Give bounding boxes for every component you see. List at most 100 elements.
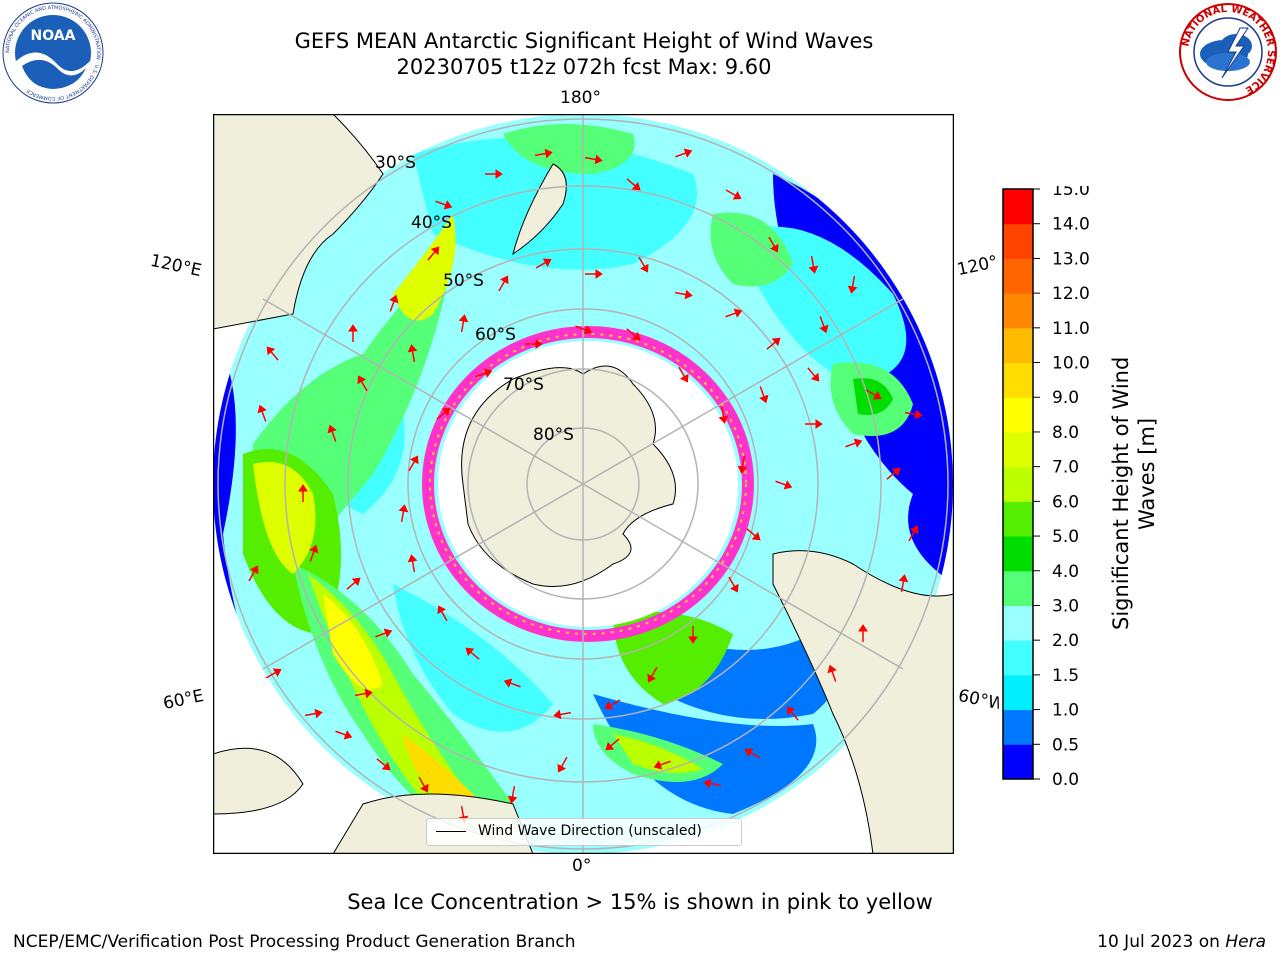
wave-direction-arrow-icon <box>503 678 521 688</box>
wave-direction-arrow-icon <box>346 577 361 590</box>
wave-direction-arrow-icon <box>485 169 503 179</box>
land-south-america <box>772 550 954 854</box>
wave-direction-arrow-icon <box>327 424 337 442</box>
wave-direction-arrow-icon <box>647 666 658 683</box>
wave-direction-arrow-icon <box>535 258 552 269</box>
wave-direction-arrow-icon <box>408 455 419 472</box>
colorbar-tick-label: 1.0 <box>1052 701 1079 721</box>
wave-direction-arrow-icon <box>575 325 593 335</box>
colorbar-tick-label: 13.0 <box>1052 249 1090 269</box>
graticule <box>217 114 949 854</box>
noaa-logo-text: NOAA <box>31 28 76 44</box>
wave-direction-arrow-icon <box>525 339 543 349</box>
wave-direction-arrow-icon <box>376 758 391 771</box>
wave-direction-arrow-icon <box>675 148 693 158</box>
land-new-zealand <box>512 163 567 256</box>
wave-direction-arrow-icon <box>348 324 358 342</box>
wave-height-field <box>213 124 953 854</box>
wave-direction-arrow-icon <box>626 178 641 191</box>
wave-direction-arrow-icon <box>845 438 863 448</box>
colorbar-swatch <box>1003 431 1033 468</box>
wave-direction-arrow-icon <box>475 368 493 378</box>
wave-direction-arrow-icon <box>703 778 722 789</box>
colorbar-ticks: 0.0 0.5 1.0 1.5 2.0 3.0 4.0 5.0 6.0 7.0 8.0 9.0 10.0… <box>1033 186 1090 786</box>
wave-direction-arrow-icon <box>744 748 761 759</box>
wave-direction-arrow-icon <box>626 328 641 341</box>
colorbar-swatch <box>1003 327 1033 364</box>
wave-direction-arrow-icon <box>865 389 882 400</box>
legend-label: Wind Wave Direction (unscaled) <box>478 823 702 839</box>
wave-direction-arrow-icon <box>435 200 453 210</box>
polar-map: 30°S 40°S 50°S 60°S 70°S 80°S <box>213 114 954 854</box>
wave-direction-arrow-icon <box>407 344 418 363</box>
wave-direction-arrow-icon <box>725 308 743 318</box>
colorbar-swatch <box>1003 258 1033 294</box>
lat-label-80s: 80°S <box>533 425 574 445</box>
footer-date: 10 Jul 2023 on Hera <box>1097 932 1266 952</box>
lon-label-180: 180° <box>560 88 601 108</box>
wave-direction-arrow-icon <box>604 699 621 710</box>
colorbar-tick-label: 11.0 <box>1052 319 1090 339</box>
colorbar-swatch <box>1003 709 1033 745</box>
lon-label-120e: 120°E <box>148 250 204 282</box>
legend-line-icon <box>436 831 466 832</box>
wave-direction-arrow-icon <box>674 289 693 300</box>
wave-direction-arrow-icon <box>827 664 837 682</box>
colorbar-swatch <box>1003 397 1033 433</box>
colorbar-tick-label: 15.0 <box>1052 186 1090 200</box>
nws-logo-icon: NATIONAL WEATHER SERVICE <box>1179 3 1277 101</box>
wave-direction-arrow-icon <box>775 480 793 490</box>
sea-ice-caption: Sea Ice Concentration > 15% is shown in … <box>347 890 933 914</box>
colorbar-tick-label: 5.0 <box>1052 527 1079 547</box>
wind-wave-arrows <box>248 148 923 824</box>
colorbar-tick-label: 4.0 <box>1052 562 1079 582</box>
colorbar-tick-label: 12.0 <box>1052 284 1090 304</box>
lon-label-0: 0° <box>572 856 592 876</box>
wave-direction-arrow-icon <box>357 375 368 392</box>
wave-direction-arrow-icon <box>407 554 418 573</box>
wave-direction-arrow-icon <box>678 366 689 383</box>
wave-direction-arrow-icon <box>398 504 409 523</box>
wave-direction-arrow-icon <box>498 275 509 292</box>
colorbar-swatch <box>1003 605 1033 641</box>
wave-direction-arrow-icon <box>389 294 399 312</box>
colorbar-tick-label: 8.0 <box>1052 423 1079 443</box>
wave-direction-arrow-icon <box>534 148 553 159</box>
map-legend: Wind Wave Direction (unscaled) <box>426 818 742 846</box>
lon-label-120w: 120° <box>955 252 1000 281</box>
wave-direction-arrow-icon <box>688 626 698 644</box>
wave-direction-arrow-icon <box>436 407 451 420</box>
colorbar-swatch <box>1003 744 1033 780</box>
colorbar-swatch <box>1003 362 1033 398</box>
colorbar-tick-label: 9.0 <box>1052 388 1079 408</box>
wave-direction-arrow-icon <box>725 189 742 200</box>
wave-direction-arrow-icon <box>437 605 448 622</box>
colorbar-tick-label: 10.0 <box>1052 354 1090 374</box>
wave-direction-arrow-icon <box>653 760 671 770</box>
lat-label-50s: 50°S <box>443 271 484 291</box>
wave-direction-arrow-icon <box>257 404 267 422</box>
wave-direction-arrow-icon <box>309 544 319 562</box>
colorbar-swatches <box>1003 189 1033 780</box>
wave-direction-arrow-icon <box>585 269 603 279</box>
colorbar-swatch <box>1003 570 1033 606</box>
colorbar-label-line1: Significant Height of Wind <box>1109 357 1133 630</box>
colorbar-tick-label: 0.0 <box>1052 770 1079 786</box>
wave-direction-arrow-icon <box>375 628 393 638</box>
colorbar-tick-label: 7.0 <box>1052 458 1079 478</box>
wave-direction-arrow-icon <box>418 776 429 793</box>
colorbar-tick-label: 14.0 <box>1052 215 1090 235</box>
wave-direction-arrow-icon <box>718 405 729 424</box>
wave-direction-arrow-icon <box>584 154 603 165</box>
colorbar-swatch <box>1003 466 1033 502</box>
wave-direction-arrow-icon <box>266 346 279 361</box>
wave-direction-arrow-icon <box>746 528 761 541</box>
footer-credit: NCEP/EMC/Verification Post Processing Pr… <box>13 932 576 952</box>
colorbar-swatch <box>1003 501 1033 537</box>
lat-label-40s: 40°S <box>411 213 452 233</box>
colorbar-swatch <box>1003 640 1033 676</box>
wave-direction-arrow-icon <box>768 236 779 253</box>
lat-label-70s: 70°S <box>503 375 544 395</box>
wave-direction-arrow-icon <box>728 576 739 593</box>
map-title: GEFS MEAN Antarctic Significant Height o… <box>294 29 874 53</box>
